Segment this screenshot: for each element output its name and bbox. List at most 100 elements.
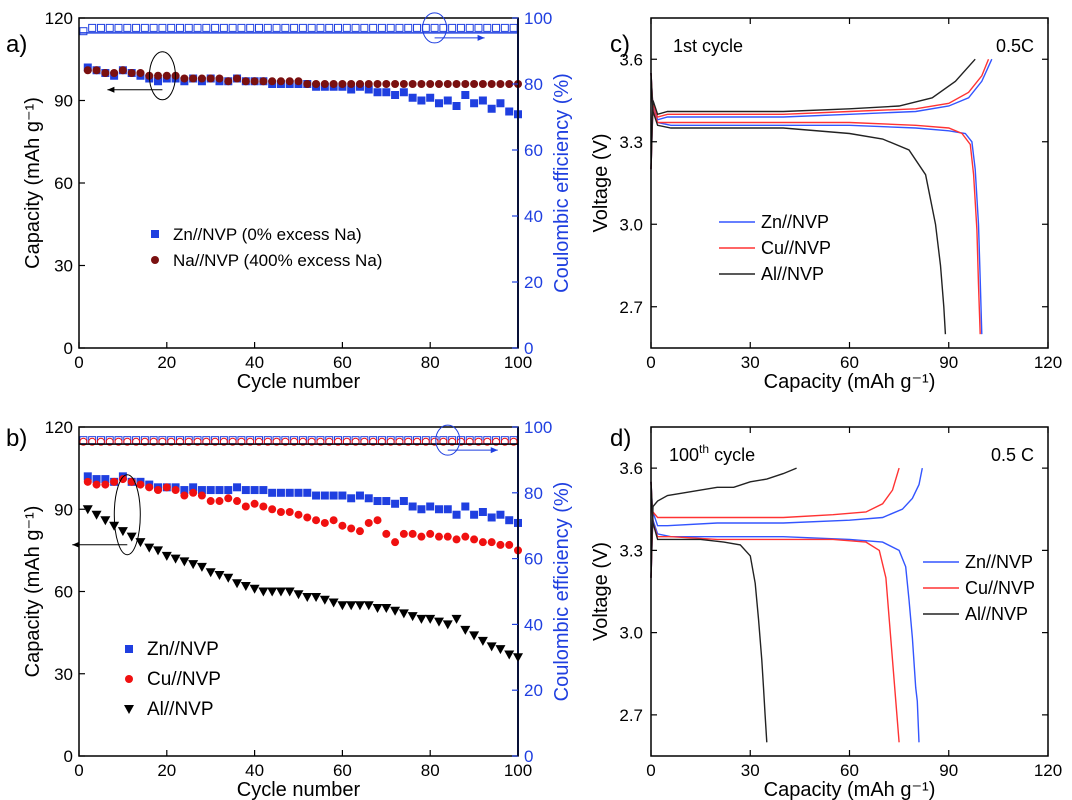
data-point (237, 436, 246, 445)
y-tick-label: 3.3 (619, 541, 643, 560)
data-point (83, 66, 92, 75)
data-point (382, 497, 391, 506)
data-point (290, 437, 299, 446)
data-point (110, 477, 119, 486)
data-point (443, 505, 452, 514)
data-point (144, 543, 155, 553)
data-point (237, 23, 246, 32)
data-point (408, 529, 417, 538)
data-point (425, 614, 436, 624)
data-point (337, 601, 348, 611)
data-point (254, 437, 263, 446)
data-point (132, 437, 141, 446)
series-zn-ce (79, 23, 518, 36)
data-point (118, 66, 127, 75)
data-point (263, 23, 272, 32)
data-point (487, 104, 496, 113)
data-point (487, 513, 496, 522)
data-point (408, 80, 417, 88)
data-point (114, 23, 123, 32)
y-axis-label: Capacity (mAh g⁻¹) (22, 506, 44, 678)
data-point (285, 488, 294, 497)
data-point (347, 524, 356, 533)
data-point (88, 437, 97, 446)
charge-curve (650, 58, 993, 170)
data-point (96, 23, 105, 32)
data-point (158, 436, 167, 445)
data-point (219, 436, 228, 445)
y-tick-label: 3.6 (619, 50, 643, 69)
data-point (391, 538, 400, 547)
data-point (404, 437, 413, 446)
x-tick-label: 40 (245, 761, 264, 780)
series-zn-nvp (650, 58, 993, 335)
data-point (100, 516, 111, 526)
data-point (303, 488, 312, 497)
data-point (79, 437, 88, 446)
data-point (233, 497, 242, 506)
data-point (351, 436, 360, 445)
data-point (456, 436, 465, 445)
data-point (496, 80, 505, 88)
data-point (395, 437, 404, 446)
data-point (456, 23, 465, 32)
data-point (88, 23, 97, 32)
data-point (417, 80, 426, 88)
data-point (189, 488, 198, 497)
data-point (417, 96, 426, 105)
data-point (250, 77, 259, 86)
panel-label: b) (6, 425, 27, 452)
charge-curve (650, 467, 797, 578)
data-point (196, 562, 207, 572)
data-point (246, 23, 255, 32)
y2-tick-label: 100 (524, 9, 552, 28)
data-point (307, 436, 316, 445)
series-cu-ce (79, 437, 518, 446)
data-point (382, 529, 391, 538)
data-point (505, 516, 514, 525)
data-point (123, 436, 132, 445)
y-tick-label: 120 (45, 418, 73, 437)
data-point (219, 437, 228, 446)
data-point (325, 436, 334, 445)
x-tick-label: 80 (421, 353, 440, 372)
data-point (398, 609, 409, 619)
data-point (434, 532, 443, 541)
data-point (276, 507, 285, 516)
y2-tick-label: 0 (524, 747, 533, 766)
y2-tick-label: 20 (524, 681, 543, 700)
discharge-curve (650, 481, 768, 743)
data-point (452, 80, 461, 88)
series-cu-nvp (83, 475, 522, 555)
legend-marker (124, 705, 134, 714)
data-point (373, 88, 382, 97)
data-point (250, 486, 259, 495)
data-point (162, 71, 171, 80)
y2-tick-label: 80 (524, 484, 543, 503)
data-point (189, 483, 198, 492)
data-point (126, 532, 137, 542)
data-point (312, 80, 321, 88)
data-point (249, 584, 260, 594)
y2-tick-label: 100 (524, 418, 552, 437)
data-point (478, 538, 487, 547)
data-point (197, 486, 206, 495)
data-point (312, 491, 321, 500)
data-point (167, 23, 176, 32)
data-point (285, 507, 294, 516)
panel-label: d) (610, 425, 631, 452)
title-number: 100 (669, 445, 699, 465)
data-point (263, 436, 272, 445)
legend-label: Zn//NVP (0% excess Na) (173, 225, 362, 244)
data-point (91, 510, 102, 520)
data-point (369, 23, 378, 32)
data-point (509, 436, 518, 445)
data-point (360, 23, 369, 32)
y-tick-label: 3.0 (619, 624, 643, 643)
data-point (276, 488, 285, 497)
data-point (474, 23, 483, 32)
data-point (382, 80, 391, 88)
y-tick-label: 3.6 (619, 459, 643, 478)
data-point (170, 554, 181, 564)
y2-tick-label: 60 (524, 141, 543, 160)
